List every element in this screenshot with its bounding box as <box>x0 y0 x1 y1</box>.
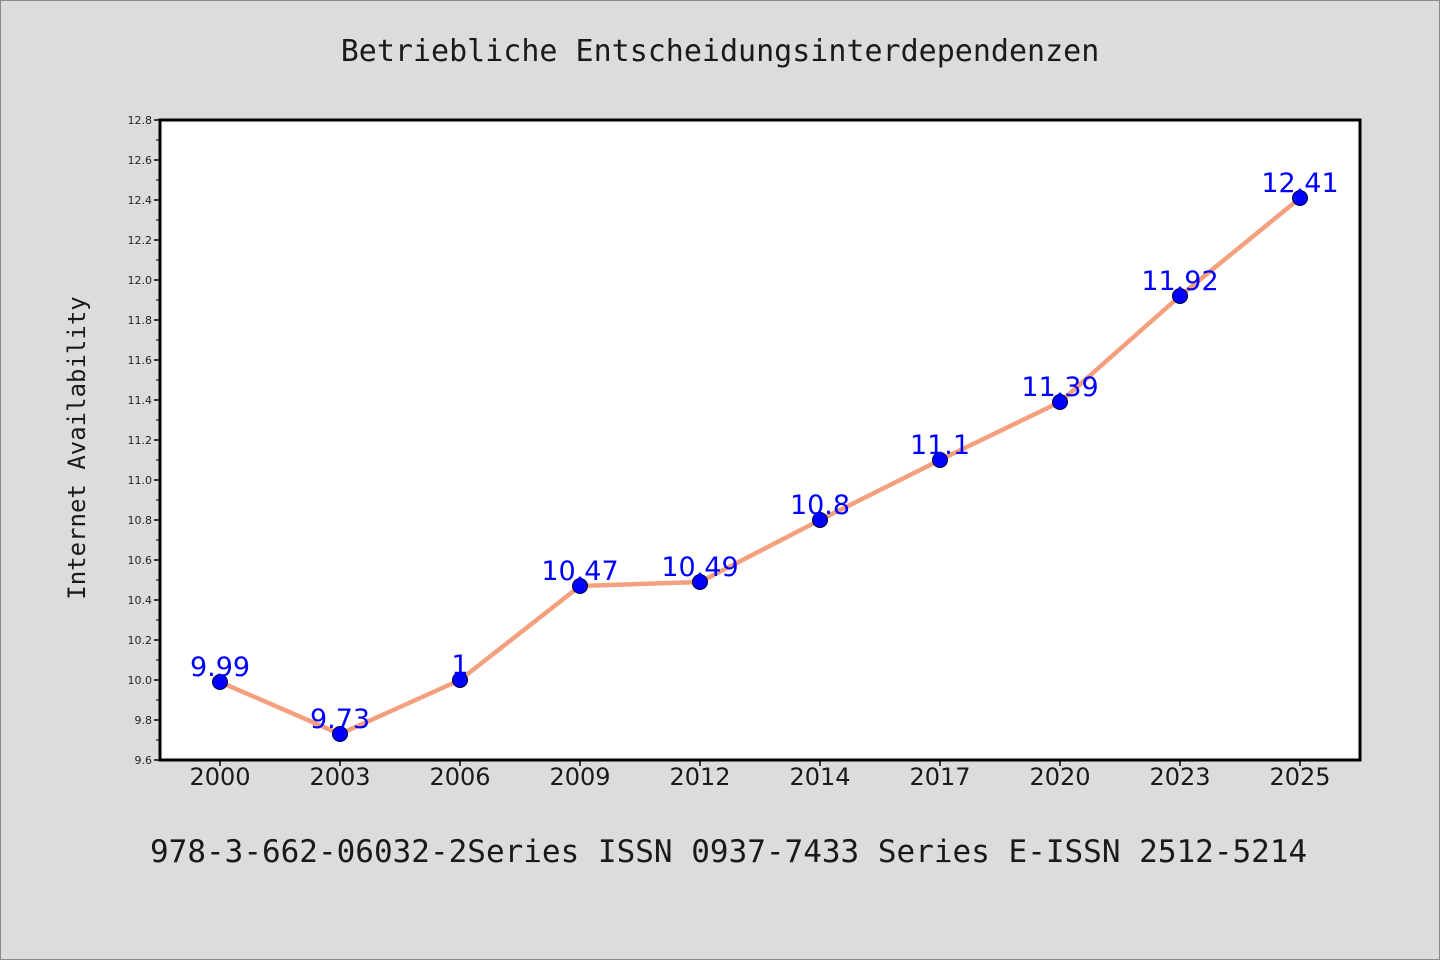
y-tick-label: 10.2 <box>128 634 153 647</box>
series-group: 9.99 9.73 1 10.47 10.49 10.8 11.1 11.39 11.92 12.… <box>190 168 1339 742</box>
plot-area <box>158 118 1362 762</box>
data-label: 12.41 <box>1261 168 1338 199</box>
data-point <box>452 672 468 688</box>
data-label: 10.47 <box>541 556 618 587</box>
y-axis: 9.6 9.8 10.0 10.2 10.4 10.6 10.8 11.0 11.2 11.4 11… <box>128 114 160 767</box>
y-tick-label: 10.4 <box>128 594 153 607</box>
y-tick-label: 9.8 <box>135 714 153 727</box>
x-tick-label: 2000 <box>189 763 250 791</box>
y-tick-label: 11.8 <box>128 314 153 327</box>
footer-isbn-text: 978-3-662-06032-2Series ISSN 0937-7433 S… <box>150 834 1308 870</box>
x-tick-label: 2006 <box>429 763 490 791</box>
y-tick-label: 11.6 <box>128 354 153 367</box>
data-point <box>692 574 708 590</box>
y-tick-label: 9.6 <box>135 754 153 767</box>
x-tick-label: 2012 <box>669 763 730 791</box>
y-tick-label: 12.0 <box>128 274 153 287</box>
y-tick-label: 12.6 <box>128 154 153 167</box>
y-tick-label: 10.0 <box>128 674 153 687</box>
y-tick-label: 10.8 <box>128 514 153 527</box>
data-label: 9.99 <box>190 652 250 683</box>
y-tick-label: 11.4 <box>128 394 153 407</box>
data-point <box>1172 288 1188 304</box>
x-tick-label: 2025 <box>1269 763 1330 791</box>
x-tick-label: 2020 <box>1029 763 1090 791</box>
y-axis-label: Internet Availability <box>63 296 91 599</box>
y-tick-label: 12.2 <box>128 234 153 247</box>
x-tick-label: 2017 <box>909 763 970 791</box>
x-tick-label: 2023 <box>1149 763 1210 791</box>
data-label: 11.39 <box>1021 372 1098 403</box>
series-line <box>217 195 1303 737</box>
data-point <box>1052 394 1068 410</box>
x-tick-label: 2009 <box>549 763 610 791</box>
chart-title: Betriebliche Entscheidungsinterdependenz… <box>340 34 1100 69</box>
y-tick-label: 12.8 <box>128 114 153 127</box>
y-tick-label: 11.2 <box>128 434 153 447</box>
data-point <box>332 726 348 742</box>
data-label: 11.92 <box>1141 266 1218 297</box>
data-label: 10.8 <box>790 490 850 521</box>
x-tick-label: 2014 <box>789 763 850 791</box>
y-tick-label: 11.0 <box>128 474 153 487</box>
data-point <box>932 452 948 468</box>
data-point <box>812 512 828 528</box>
y-tick-label: 10.6 <box>128 554 153 567</box>
x-axis: 2000 2003 2006 2009 2012 2014 2017 2020 2023 2025 <box>189 760 1331 791</box>
data-point <box>1292 190 1308 206</box>
data-label: 9.73 <box>310 704 370 735</box>
y-tick-label: 12.4 <box>128 194 153 207</box>
data-point <box>212 674 228 690</box>
data-label: 1 <box>451 650 468 681</box>
data-label: 11.1 <box>910 430 970 461</box>
x-tick-label: 2003 <box>309 763 370 791</box>
data-point <box>572 578 588 594</box>
data-label: 10.49 <box>661 552 738 583</box>
